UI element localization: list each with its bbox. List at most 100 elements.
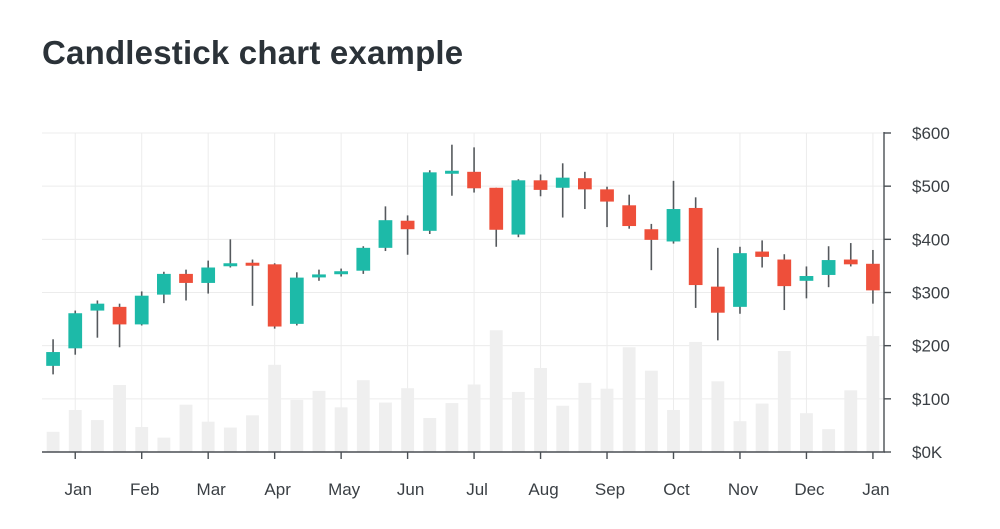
tick-labels: $0K $100 $200 $300 $400 $500 $600 Jan Feb Mar Apr M… [65, 124, 950, 499]
candle-body-up [134, 295, 149, 325]
volume-bar [489, 330, 503, 452]
x-tick-label: Aug [528, 480, 558, 499]
volume-bar [379, 402, 392, 452]
candle-body-down [112, 306, 127, 325]
volume-bar [179, 404, 193, 452]
x-tick-label: Dec [794, 480, 825, 499]
candle-body-down [622, 205, 637, 227]
candle-body-up [666, 209, 681, 242]
y-tick-label: $500 [912, 177, 950, 196]
volume-bar [534, 367, 547, 452]
y-tick-label: $0K [912, 443, 943, 462]
volume-bar [556, 405, 570, 452]
volume-bar [68, 409, 82, 452]
candle-body-up [445, 170, 459, 174]
candle-body-up [422, 172, 437, 231]
candle-body-up [312, 274, 326, 278]
volume-bar [401, 388, 415, 452]
volume-bar [622, 347, 636, 452]
candle-body-down [533, 180, 548, 190]
candle-body-up [511, 180, 526, 235]
volume-bar [578, 382, 592, 452]
candle-body-down [688, 207, 703, 286]
candle-body-down [577, 178, 592, 190]
volume-bar [822, 429, 836, 452]
chart-title: Candlestick chart example [42, 34, 464, 71]
volume-bar [312, 390, 326, 452]
candle-body-down [755, 251, 770, 257]
volume-bar [467, 384, 481, 452]
candle-body-up [821, 260, 836, 275]
candle-body-up [46, 352, 60, 366]
volume-bar [113, 385, 126, 452]
volume-bar [733, 421, 747, 452]
volume-bar [800, 413, 813, 452]
candle-body-up [356, 247, 371, 271]
volume-bar [777, 350, 791, 452]
candle-body-down [400, 220, 415, 230]
x-tick-label: Feb [130, 480, 159, 499]
x-tick-label: Mar [197, 480, 227, 499]
candle-body-down [600, 189, 614, 202]
y-tick-label: $100 [912, 390, 950, 409]
volume-bar [644, 370, 658, 452]
candle-body-down [489, 187, 504, 230]
x-tick-label: Sep [595, 480, 625, 499]
candle-body-up [555, 177, 570, 188]
candles [46, 144, 880, 375]
volume-bar [135, 427, 149, 452]
candle-body-down [866, 263, 880, 291]
y-tick-label: $600 [912, 124, 950, 143]
volume-bar [223, 427, 237, 452]
candle-body-down [843, 259, 858, 265]
candle-body-up [733, 253, 747, 307]
candle-body-up [334, 271, 349, 275]
axes [42, 132, 891, 459]
volume-bar [356, 380, 370, 452]
volume-bar [46, 431, 60, 452]
candle-body-down [267, 264, 282, 327]
y-tick-label: $400 [912, 230, 950, 249]
volume-bar [711, 381, 725, 452]
volume-bar [600, 388, 614, 452]
volume-bar [689, 341, 703, 452]
volume-bar [290, 399, 304, 452]
volume-bar [866, 336, 880, 452]
volume-bar [445, 403, 459, 452]
volume-bar [844, 390, 858, 452]
candle-body-up [90, 303, 105, 311]
candle-body-up [68, 313, 83, 349]
volume-bar [667, 409, 680, 452]
volume-bar [755, 403, 769, 452]
x-tick-label: Apr [264, 480, 291, 499]
candle-body-down [179, 273, 193, 283]
x-tick-label: Jan [65, 480, 92, 499]
volume-bars [46, 330, 880, 452]
candle-body-down [644, 229, 659, 240]
candle-body-down [777, 259, 792, 287]
x-tick-label: May [328, 480, 361, 499]
volume-bar [268, 364, 282, 452]
candle-body-up [156, 273, 171, 295]
y-tick-label: $300 [912, 284, 950, 303]
x-tick-label: Oct [663, 480, 690, 499]
candle-body-up [223, 263, 238, 267]
candle-body-down [710, 286, 725, 313]
candle-body-up [378, 220, 393, 248]
y-tick-label: $200 [912, 337, 950, 356]
x-tick-label: Nov [728, 480, 759, 499]
candle-body-up [201, 267, 216, 283]
volume-bar [334, 407, 348, 452]
x-tick-label: Jun [397, 480, 424, 499]
candle-body-down [467, 171, 481, 189]
volume-bar [157, 437, 171, 452]
volume-bar [201, 421, 215, 452]
x-tick-label: Jul [466, 480, 488, 499]
candle-body-up [799, 276, 814, 281]
volume-bar [90, 420, 104, 452]
candle-body-down [245, 262, 260, 266]
volume-bar [511, 391, 525, 452]
candle-body-up [289, 277, 304, 324]
x-tick-label: Jan [862, 480, 889, 499]
